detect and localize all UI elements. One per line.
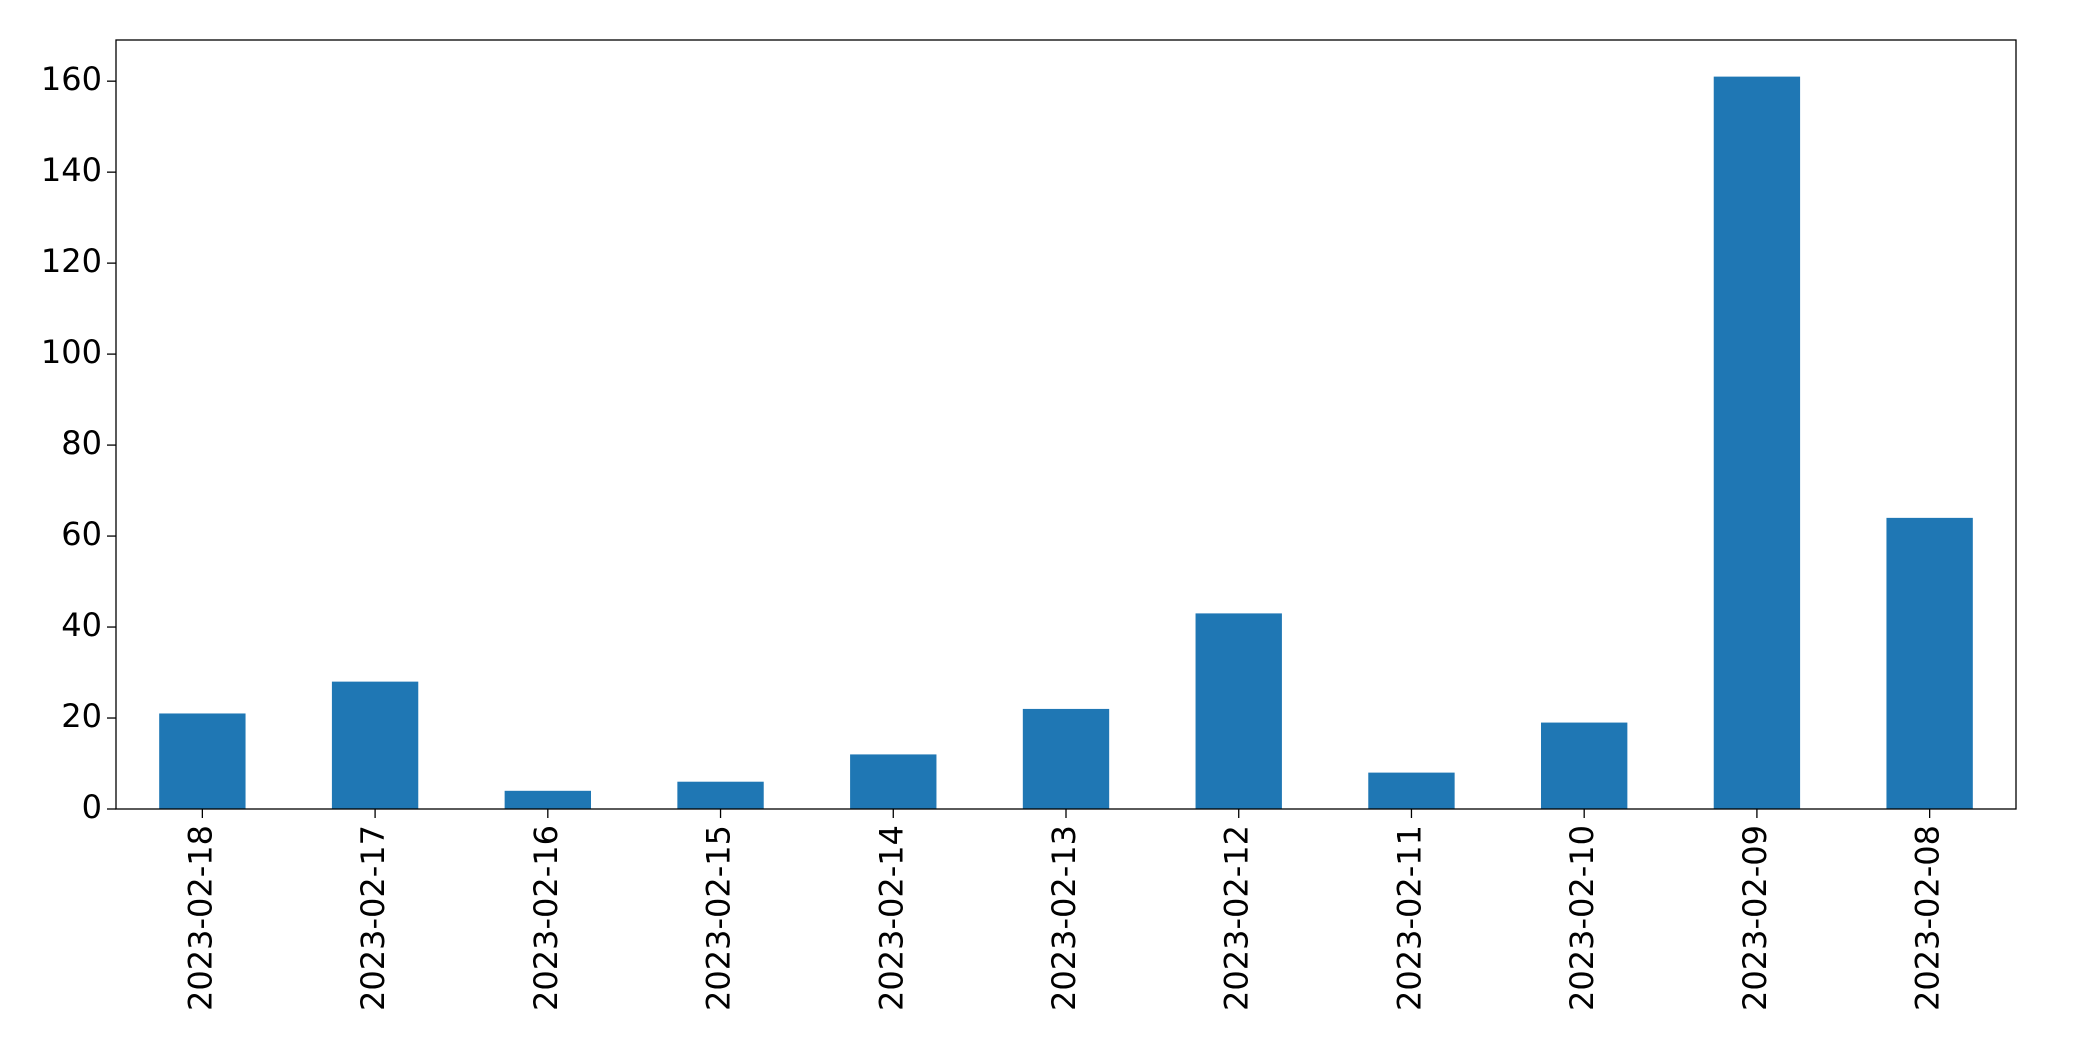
x-tick-label: 2023-02-17 bbox=[354, 825, 392, 1011]
y-tick-label: 80 bbox=[61, 424, 102, 462]
x-tick-label: 2023-02-16 bbox=[527, 825, 565, 1011]
bar bbox=[1195, 613, 1282, 809]
y-tick-label: 100 bbox=[41, 333, 102, 371]
bar bbox=[1368, 772, 1455, 809]
bar bbox=[331, 681, 419, 809]
y-tick-label: 0 bbox=[82, 788, 102, 826]
y-tick-label: 60 bbox=[61, 515, 102, 553]
x-tick-label: 2023-02-10 bbox=[1563, 825, 1601, 1011]
plot-frame bbox=[115, 39, 2017, 810]
y-tick-label: 40 bbox=[61, 606, 102, 644]
x-tick-label: 2023-02-15 bbox=[700, 825, 738, 1011]
bar bbox=[504, 790, 591, 809]
x-tick-label: 2023-02-08 bbox=[1909, 825, 1947, 1011]
bar bbox=[1886, 517, 1973, 809]
x-tick-label: 2023-02-11 bbox=[1390, 825, 1428, 1011]
x-tick-label: 2023-02-12 bbox=[1218, 825, 1256, 1011]
bar bbox=[1713, 76, 1801, 810]
bar bbox=[1022, 708, 1110, 809]
bar bbox=[1541, 722, 1628, 809]
x-tick-label: 2023-02-14 bbox=[872, 825, 910, 1011]
y-tick-label: 20 bbox=[61, 697, 102, 735]
bar bbox=[677, 781, 764, 809]
y-tick-label: 160 bbox=[41, 60, 102, 98]
bar bbox=[159, 713, 246, 809]
y-tick-label: 140 bbox=[41, 151, 102, 189]
y-tick-label: 120 bbox=[41, 242, 102, 280]
x-tick-label: 2023-02-13 bbox=[1045, 825, 1083, 1011]
bar bbox=[850, 754, 937, 809]
x-tick-label: 2023-02-09 bbox=[1736, 825, 1774, 1011]
x-tick-label: 2023-02-18 bbox=[181, 825, 219, 1011]
